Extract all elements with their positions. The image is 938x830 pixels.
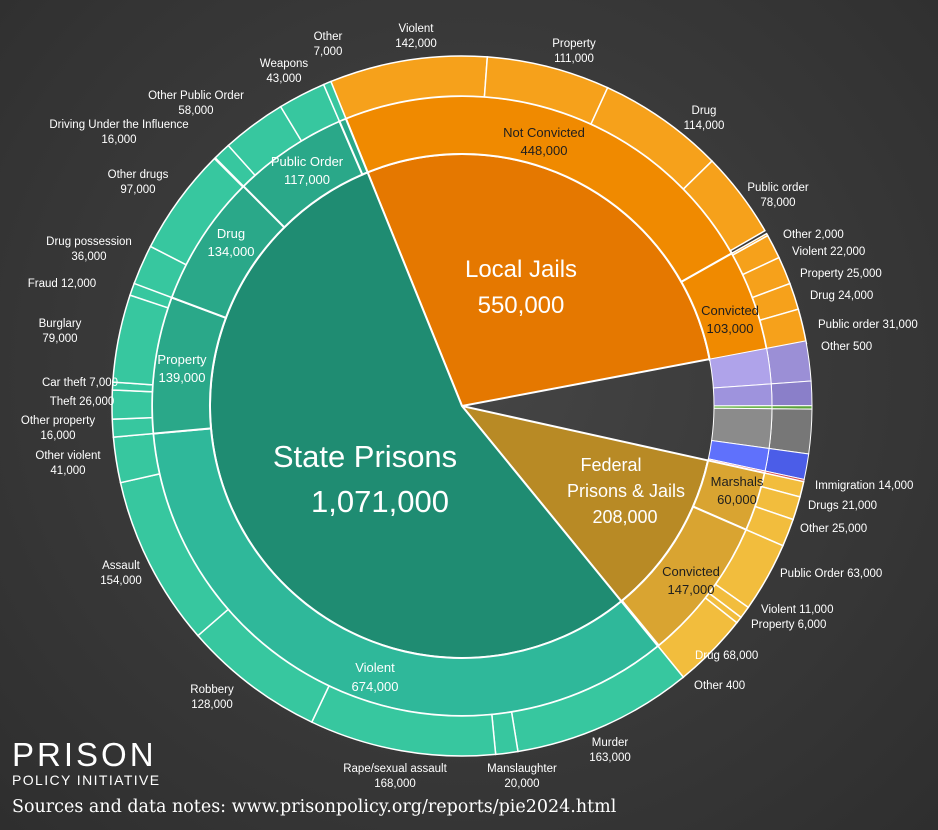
outer-label-1-0-2: Drug — [692, 105, 717, 117]
outer-label-2-1-1: Violent 11,000 — [761, 604, 833, 616]
outer-label-0-0-1: Manslaughter — [487, 763, 557, 775]
pie-slices — [111, 55, 813, 757]
outer-value-0-0-0: 163,000 — [589, 752, 631, 764]
outer-label-2-0-0: Immigration 14,000 — [815, 480, 913, 492]
outer-label-2-1-4: Other 400 — [694, 680, 745, 692]
outer-label-0-4-0: Other — [314, 31, 343, 43]
outer-value-1-0-1: 111,000 — [554, 53, 594, 65]
outer-segment-0-0-5 — [112, 432, 161, 484]
mid-fed-convicted-label: Convicted — [662, 564, 720, 579]
outer-label-0-0-0: Murder — [592, 737, 629, 749]
outer-segment-0-4-0 — [322, 80, 347, 123]
outer-segment-misc-purple-1 — [766, 340, 812, 385]
outer-value-0-0-2: 168,000 — [374, 778, 416, 790]
outer-label-2-0-2: Other 25,000 — [800, 523, 867, 535]
outer-label-1-1-4: Public order 31,000 — [818, 319, 918, 331]
mid-state-violent-label: Violent — [355, 660, 395, 675]
outer-value-0-3-0: 16,000 — [101, 134, 136, 146]
outer-label-2-0-1: Drugs 21,000 — [808, 500, 877, 512]
outer-value-0-0-3: 128,000 — [191, 699, 233, 711]
outer-value-0-3-1: 58,000 — [178, 105, 213, 117]
outer-label-0-1-4: Fraud 12,000 — [28, 278, 96, 290]
outer-value-1-0-2: 114,000 — [684, 120, 725, 132]
outer-label-2-1-0: Public Order 63,000 — [780, 568, 882, 580]
outer-label-0-1-3: Burglary — [39, 318, 82, 330]
outer-segment-misc-gray — [768, 408, 813, 455]
mid-fed-marshals-value: 60,000 — [717, 492, 757, 507]
outer-value-0-2-1: 97,000 — [120, 184, 155, 196]
outer-label-0-0-3: Robbery — [190, 684, 234, 696]
outer-label-2-1-2: Property 6,000 — [751, 619, 826, 631]
mid-state-property-label: Property — [157, 352, 207, 367]
logo-line-1: PRISON — [12, 736, 157, 773]
outer-label-0-1-2: Car theft 7,000 — [42, 377, 118, 389]
outer-label-0-0-5: Other violent — [35, 450, 101, 462]
mid-state-violent-value: 674,000 — [352, 679, 399, 694]
outer-segment-1-0-3 — [682, 159, 766, 252]
mid-state-drug-value: 134,000 — [208, 244, 255, 259]
outer-label-1-1-0: Other 2,000 — [783, 229, 844, 241]
outer-label-0-3-2: Weapons — [260, 58, 309, 70]
mid-jail-not-convicted-label: Not Convicted — [503, 125, 585, 140]
outer-label-1-0-3: Public order — [747, 182, 809, 194]
outer-segment-0-1-1 — [111, 389, 154, 420]
outer-value-1-0-0: 142,000 — [395, 38, 437, 50]
mid-jail-convicted-value: 103,000 — [707, 321, 754, 336]
outer-value-0-1-3: 79,000 — [42, 333, 77, 345]
mid-state-public-order-label: Public Order — [271, 154, 344, 169]
federal-label-line2: Prisons & Jails — [567, 481, 685, 501]
local-jails-value: 550,000 — [478, 292, 565, 319]
mid-fed-convicted-value: 147,000 — [668, 582, 715, 597]
outer-value-0-3-2: 43,000 — [266, 73, 301, 85]
mid-segment-misc-purple-2 — [712, 383, 773, 407]
mid-state-public-order-value: 117,000 — [284, 172, 330, 187]
outer-label-1-1-1: Violent 22,000 — [792, 246, 865, 258]
outer-value-0-0-1: 20,000 — [504, 778, 539, 790]
logo-line-2: POLICY INITIATIVE — [12, 772, 161, 788]
outer-label-0-0-2: Rape/sexual assault — [343, 763, 447, 775]
outer-label-0-1-1: Theft 26,000 — [50, 396, 115, 408]
outer-label-0-1-0: Other property — [21, 415, 95, 427]
outer-ring-labels: Murder 163,000 Manslaughter 20,000 Rape/sexu… — [21, 23, 918, 790]
local-jails-label: Local Jails — [465, 256, 577, 283]
outer-label-1-0-1: Property — [552, 38, 596, 50]
outer-segment-misc-purple-2 — [770, 380, 813, 407]
federal-label-line1: Federal — [580, 455, 641, 475]
outer-label-0-2-1: Other drugs — [108, 169, 169, 181]
outer-label-1-0-0: Violent — [399, 23, 435, 35]
outer-value-0-2-0: 36,000 — [71, 251, 106, 263]
mid-jail-convicted-label: Convicted — [701, 303, 759, 318]
mid-state-drug-label: Drug — [217, 226, 245, 241]
outer-label-1-1-5: Other 500 — [821, 341, 872, 353]
source-note: Sources and data notes: www.prisonpolicy… — [12, 797, 617, 817]
state-prisons-label: State Prisons — [273, 439, 457, 474]
outer-label-0-0-4: Assault — [102, 560, 141, 572]
outer-label-1-1-2: Property 25,000 — [800, 268, 882, 280]
outer-value-0-1-0: 16,000 — [40, 430, 75, 442]
prison-policy-initiative-logo: PRISON POLICY INITIATIVE — [12, 736, 161, 789]
state-prisons-value: 1,071,000 — [311, 484, 449, 519]
outer-label-2-1-3: Drug 68,000 — [695, 650, 758, 662]
outer-value-0-0-4: 154,000 — [100, 575, 142, 587]
outer-label-0-3-1: Other Public Order — [148, 90, 244, 102]
mid-fed-marshals-label: Marshals — [711, 474, 764, 489]
outer-segment-0-1-0 — [111, 416, 155, 438]
outer-label-1-1-3: Drug 24,000 — [810, 290, 873, 302]
outer-value-1-0-3: 78,000 — [760, 197, 795, 209]
outer-value-0-4-0: 7,000 — [314, 46, 343, 58]
outer-value-0-0-5: 41,000 — [50, 465, 85, 477]
outer-label-0-3-0: Driving Under the Influence — [49, 119, 188, 131]
mid-state-property-value: 139,000 — [159, 370, 206, 385]
outer-label-0-2-0: Drug possession — [46, 236, 132, 248]
mid-jail-not-convicted-value: 448,000 — [521, 143, 568, 158]
federal-value: 208,000 — [592, 507, 657, 527]
